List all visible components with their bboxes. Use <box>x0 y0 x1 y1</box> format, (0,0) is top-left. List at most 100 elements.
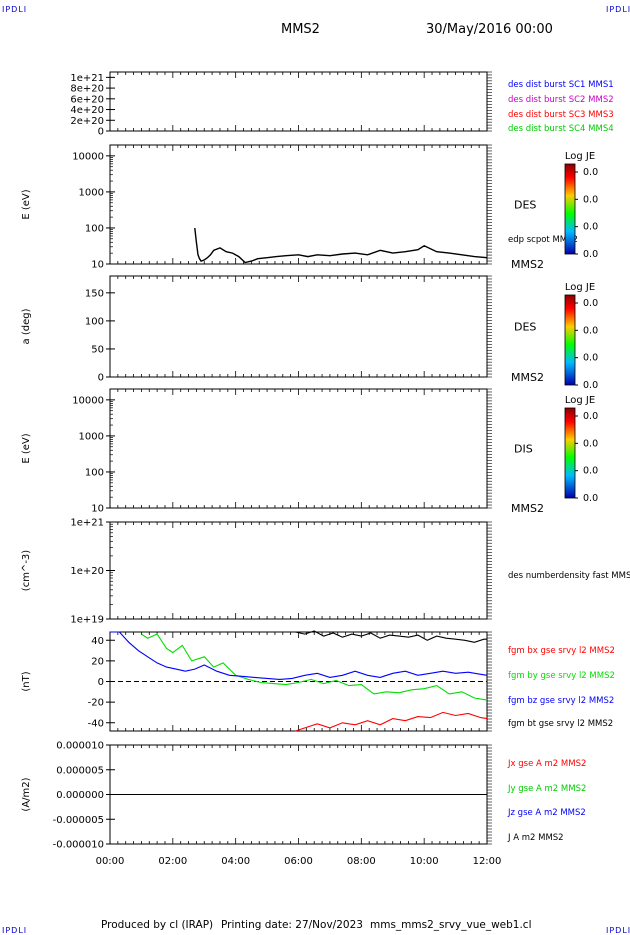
colorbar-tick-label: 0.0 <box>583 493 598 504</box>
y-tick-label: -40 <box>88 718 104 729</box>
colorbar-title: Log JE <box>565 151 595 162</box>
overlay-label: edp scpot MMS2 <box>508 235 578 245</box>
series-line-fgm-bz-gse-srvy-l2-mms2 <box>110 631 488 680</box>
x-tick-label: 02:00 <box>158 856 187 867</box>
x-tick-label: 12:00 <box>473 856 502 867</box>
panel-label-des_energy: DES <box>514 199 536 212</box>
colorbar-tick-label: 0.0 <box>583 411 598 422</box>
legend-entry: fgm bt gse srvy l2 MMS2 <box>508 719 613 729</box>
legend-entry: des dist burst SC4 MMS4 <box>508 124 614 134</box>
legend-entry: Jy gse A m2 MMS2 <box>507 784 586 794</box>
series-line-fgm-by-gse-srvy-l2-mms2 <box>141 633 488 701</box>
legend-entry: J A m2 MMS2 <box>507 833 564 843</box>
y-tick-label: 1e+19 <box>70 615 104 626</box>
y-axis-label-density: (cm^-3) <box>21 550 32 591</box>
corner-label-top-left: IPDLI <box>2 5 28 14</box>
x-tick-label: 10:00 <box>410 856 439 867</box>
panel-frame-dist <box>109 71 488 132</box>
colorbar <box>564 163 576 255</box>
y-tick-label: 100 <box>85 467 104 478</box>
y-tick-label: 0 <box>98 127 104 138</box>
y-axis-label-des_energy: E (eV) <box>21 189 32 219</box>
panel-label-dis_energy: DIS <box>514 443 533 456</box>
colorbar <box>564 407 576 499</box>
y-tick-label: 1e+21 <box>70 73 104 84</box>
y-tick-label: 0 <box>98 373 104 384</box>
panel-frame-density <box>109 521 488 620</box>
scpot-overlay-line <box>194 227 488 264</box>
colorbar-title: Log JE <box>565 395 595 406</box>
colorbar-tick-label: 0.0 <box>583 249 598 260</box>
y-tick-label: 10000 <box>72 151 104 162</box>
y-tick-label: 10 <box>91 260 104 271</box>
y-tick-label: 1e+20 <box>70 566 104 577</box>
y-tick-label: 20 <box>91 656 104 667</box>
spacecraft-label: MMS2 <box>511 502 544 515</box>
spacecraft-label: MMS2 <box>511 258 544 271</box>
y-tick-label: 1e+21 <box>70 518 104 529</box>
colorbar <box>564 294 576 386</box>
x-tick-label: 06:00 <box>284 856 313 867</box>
panel-label-des_pitch: DES <box>514 321 536 334</box>
colorbar-tick-label: 0.0 <box>583 167 598 178</box>
legend-entry: des dist burst SC1 MMS1 <box>508 80 614 90</box>
y-tick-label: -0.000005 <box>53 815 104 826</box>
spacecraft-label: MMS2 <box>511 371 544 384</box>
y-tick-label: 0.000000 <box>56 790 104 801</box>
colorbar-tick-label: 0.0 <box>583 438 598 449</box>
corner-label-bottom-left: IPDLI <box>2 926 28 935</box>
footer-filename: mms_mms2_srvy_vue_web1.cl <box>370 919 532 931</box>
corner-label-bottom-right: IPDLI <box>606 926 630 935</box>
y-tick-label: -0.000010 <box>53 840 104 851</box>
legend-entry: fgm by gse srvy l2 MMS2 <box>508 671 615 681</box>
y-tick-label: 6e+20 <box>70 94 104 105</box>
colorbar-tick-label: 0.0 <box>583 466 598 477</box>
colorbar-tick-label: 0.0 <box>583 353 598 364</box>
y-axis-label-current: (A/m2) <box>21 777 32 811</box>
legend-entry: fgm bx gse srvy l2 MMS2 <box>508 646 615 656</box>
panel-frame-dis_energy <box>109 388 488 509</box>
y-tick-label: -20 <box>88 698 104 709</box>
x-tick-label: 08:00 <box>347 856 376 867</box>
y-tick-label: 8e+20 <box>70 84 104 95</box>
series-line-fgm-bt-gse-srvy-l2-mms2 <box>295 630 487 643</box>
legend-entry: des dist burst SC3 MMS3 <box>508 110 614 120</box>
y-tick-label: 0.000005 <box>56 765 104 776</box>
colorbar-title: Log JE <box>565 282 595 293</box>
legend-entry: Jz gse A m2 MMS2 <box>507 808 586 818</box>
y-tick-label: 10000 <box>72 395 104 406</box>
spacecraft-title: MMS2 <box>281 22 320 37</box>
colorbar-tick-label: 0.0 <box>583 298 598 309</box>
panel-frame-des_energy <box>109 144 488 265</box>
y-tick-label: 0 <box>98 677 104 688</box>
legend-entry: fgm bz gse srvy l2 MMS2 <box>508 696 614 706</box>
x-tick-label: 00:00 <box>96 856 125 867</box>
y-tick-label: 100 <box>85 316 104 327</box>
y-tick-label: 1000 <box>79 431 104 442</box>
y-tick-label: 2e+20 <box>70 116 104 127</box>
y-axis-label-des_pitch: a (deg) <box>21 308 32 344</box>
x-tick-label: 04:00 <box>221 856 250 867</box>
y-axis-label-fgm: (nT) <box>21 671 32 691</box>
legend-entry: des numberdensity fast MMS2 <box>508 571 630 581</box>
footer-printing-date: Printing date: 27/Nov/2023 <box>221 919 363 931</box>
y-tick-label: 4e+20 <box>70 105 104 116</box>
footer-produced-by: Produced by cl (IRAP) <box>101 919 214 931</box>
colorbar-tick-label: 0.0 <box>583 194 598 205</box>
y-tick-label: 10 <box>91 504 104 515</box>
corner-label-top-right: IPDLI <box>606 5 630 14</box>
colorbar-tick-label: 0.0 <box>583 222 598 233</box>
colorbar-tick-label: 0.0 <box>583 325 598 336</box>
datetime-title: 30/May/2016 00:00 <box>426 22 553 37</box>
y-axis-label-dis_energy: E (eV) <box>21 433 32 463</box>
legend-entry: Jx gse A m2 MMS2 <box>507 759 586 769</box>
panel-frame-des_pitch <box>109 275 488 378</box>
legend-entry: des dist burst SC2 MMS2 <box>508 95 614 105</box>
y-tick-label: 0.000010 <box>56 741 104 752</box>
colorbar-tick-label: 0.0 <box>583 380 598 391</box>
y-tick-label: 50 <box>91 344 104 355</box>
y-tick-label: 100 <box>85 223 104 234</box>
y-tick-label: 150 <box>85 288 104 299</box>
series-line-fgm-bx-gse-srvy-l2-mms2 <box>295 711 488 732</box>
